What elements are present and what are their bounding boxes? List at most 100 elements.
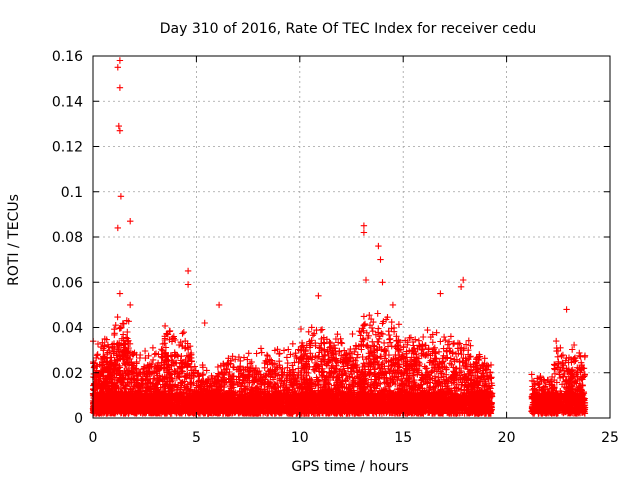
data-point [136, 354, 144, 362]
data-point [98, 381, 105, 388]
data-point [120, 356, 127, 363]
data-point [117, 383, 125, 391]
data-point [131, 362, 138, 369]
data-point [114, 395, 121, 402]
data-point [179, 330, 186, 337]
data-point [261, 364, 268, 371]
data-point [97, 392, 104, 399]
data-point [154, 384, 161, 391]
data-point [109, 375, 116, 382]
data-point [100, 385, 108, 392]
data-point [99, 339, 106, 346]
data-point [111, 390, 119, 397]
data-point [93, 352, 101, 359]
data-point [155, 376, 163, 384]
data-point [114, 357, 121, 364]
data-points [89, 57, 589, 417]
data-point [124, 335, 131, 342]
data-point [253, 350, 260, 357]
data-point [134, 379, 142, 387]
data-point [91, 374, 98, 381]
data-point [100, 345, 107, 352]
data-point [123, 369, 131, 376]
data-point [125, 318, 132, 325]
data-point [90, 401, 97, 408]
data-point [141, 347, 149, 355]
data-point [113, 352, 121, 359]
data-point [144, 379, 151, 386]
data-point [140, 363, 148, 370]
data-point [128, 379, 135, 386]
data-point [94, 351, 101, 358]
data-point [110, 397, 118, 404]
data-point [305, 328, 312, 335]
data-point [114, 313, 121, 321]
data-point [153, 365, 160, 372]
data-point [129, 385, 137, 393]
data-point [120, 331, 127, 338]
data-point [180, 329, 187, 336]
data-point [105, 363, 112, 371]
data-point [121, 340, 128, 347]
data-point [338, 340, 346, 347]
data-point [131, 383, 138, 390]
data-point [161, 322, 169, 330]
data-point [121, 360, 128, 367]
data-point [110, 341, 118, 348]
data-point [118, 378, 125, 385]
data-point [102, 379, 109, 386]
data-point [309, 332, 317, 339]
data-point [104, 341, 112, 348]
data-point [214, 363, 222, 371]
data-point [289, 340, 296, 347]
data-point [257, 345, 265, 352]
data-point [112, 322, 119, 329]
data-point [283, 354, 291, 361]
data-point [101, 354, 108, 361]
data-point [120, 320, 127, 327]
data-point [118, 399, 125, 406]
data-point [103, 336, 110, 343]
data-point [151, 375, 158, 382]
data-point [297, 325, 305, 333]
data-point [119, 348, 126, 355]
data-point [116, 339, 123, 347]
data-point [149, 344, 157, 351]
data-point [113, 401, 120, 409]
data-point [117, 324, 125, 332]
data-point [138, 380, 145, 387]
data-point [112, 383, 119, 391]
data-point [116, 364, 124, 371]
data-point [101, 402, 108, 410]
data-point [134, 372, 142, 379]
data-point [111, 362, 119, 369]
data-point [175, 341, 183, 349]
data-point [107, 407, 115, 414]
data-point [144, 362, 151, 369]
data-point [152, 350, 160, 357]
data-point [152, 363, 159, 371]
data-point [103, 358, 110, 365]
data-point [94, 340, 102, 348]
data-point [103, 401, 111, 409]
data-point [151, 368, 158, 375]
data-point [99, 368, 106, 375]
data-point [95, 391, 102, 398]
data-point [138, 377, 146, 384]
data-point [111, 331, 118, 339]
data-point [143, 384, 150, 391]
data-point [275, 350, 283, 358]
data-point [126, 355, 134, 363]
data-point [245, 350, 252, 357]
data-point [292, 350, 299, 357]
data-point [178, 353, 185, 360]
chart-title: Day 310 of 2016, Rate Of TEC Index for r… [160, 21, 536, 37]
data-point [147, 386, 155, 393]
data-point [96, 361, 103, 368]
data-point [130, 370, 138, 377]
data-point [94, 407, 101, 415]
data-point [90, 392, 98, 399]
data-point [115, 347, 122, 354]
data-point [112, 401, 119, 408]
